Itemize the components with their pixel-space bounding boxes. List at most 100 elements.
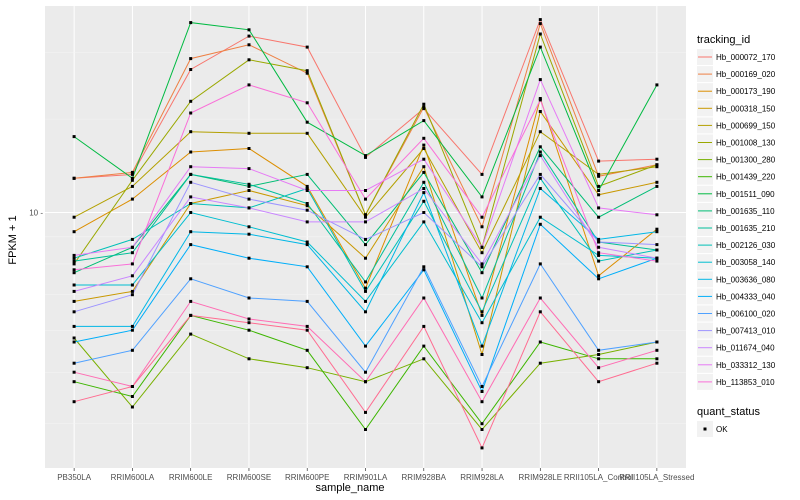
legend-title-quant-status: quant_status (697, 406, 760, 418)
data-point (422, 296, 426, 300)
data-point (305, 45, 309, 49)
data-point (305, 324, 309, 328)
legend-label: OK (716, 425, 728, 434)
data-point (538, 18, 542, 22)
data-point (72, 340, 76, 344)
data-point (422, 344, 426, 348)
data-point (538, 145, 542, 149)
data-point (247, 357, 251, 361)
data-point (305, 265, 309, 269)
data-point (538, 187, 542, 190)
data-point (422, 157, 426, 161)
data-point (130, 283, 134, 287)
data-point (538, 296, 542, 300)
data-point (189, 313, 193, 317)
data-point (189, 130, 193, 134)
data-point (538, 32, 542, 36)
data-point (538, 98, 542, 102)
data-point (247, 131, 251, 135)
legend-label: Hb_001300_280 (716, 156, 776, 165)
data-point (422, 102, 426, 106)
data-point (72, 283, 76, 287)
data-point (538, 78, 542, 82)
data-point (305, 240, 309, 244)
x-tick-label: RRIM600SE (227, 473, 271, 482)
data-point (305, 220, 309, 224)
data-point (72, 262, 76, 266)
data-point (538, 262, 542, 266)
data-point (189, 180, 193, 184)
data-point (597, 274, 601, 278)
data-point (72, 215, 76, 219)
y-axis-title: FPKM + 1 (7, 215, 19, 264)
data-point (422, 220, 426, 224)
data-point (364, 380, 367, 384)
x-axis-ticks: PB350LA RRIM600LA RRIM600LE RRIM600SE RRIM60… (57, 468, 694, 482)
legend-label: Hb_007413_010 (716, 327, 776, 336)
data-point (597, 159, 601, 163)
x-tick-label: RRII105LA_Stressed (619, 473, 694, 482)
data-point (655, 184, 659, 188)
data-point (72, 310, 76, 314)
data-point (364, 154, 367, 158)
data-point (364, 237, 367, 241)
legend-label: Hb_001635_210 (716, 224, 776, 233)
data-point (305, 189, 309, 192)
data-point (189, 57, 193, 61)
data-point (130, 324, 134, 328)
data-point (247, 28, 251, 32)
data-point (655, 348, 659, 352)
data-point (480, 215, 484, 219)
data-point (130, 395, 134, 398)
data-point (597, 253, 601, 257)
legend-label: Hb_001635_110 (716, 207, 775, 216)
x-axis-title: sample_name (315, 482, 384, 494)
data-point (422, 187, 426, 190)
data-point (422, 136, 426, 140)
data-point (364, 189, 367, 192)
legend-label: Hb_002126_030 (716, 241, 776, 250)
data-point (130, 348, 134, 352)
data-point (364, 289, 367, 293)
data-point (305, 69, 309, 73)
legend-label: Hb_006100_020 (716, 310, 776, 319)
data-point (655, 256, 659, 260)
x-tick-label: RRIM600LE (169, 473, 213, 482)
data-point (480, 446, 484, 450)
data-point (422, 357, 426, 361)
data-point (305, 101, 309, 105)
data-point (72, 299, 76, 303)
data-point (597, 259, 601, 263)
shape-legend-items: OK (697, 421, 728, 437)
data-point (422, 165, 426, 169)
legend-title-tracking-id: tracking_id (697, 34, 750, 46)
data-point (305, 366, 309, 370)
data-point (480, 313, 484, 317)
legend-label: Hb_001511_090 (716, 190, 775, 199)
data-point (189, 99, 193, 103)
data-point (364, 197, 367, 201)
data-point (72, 370, 76, 374)
data-point (597, 240, 601, 244)
data-point (189, 21, 193, 25)
data-point (480, 195, 484, 199)
x-tick-label: RRIM600LA (111, 473, 155, 482)
data-point (655, 83, 659, 87)
legend-label: Hb_011674_040 (716, 344, 775, 353)
data-point (305, 187, 309, 190)
data-point (72, 271, 76, 275)
data-point (655, 213, 659, 217)
data-point (480, 262, 484, 266)
legend-label: Hb_001008_130 (716, 139, 776, 148)
data-point (247, 256, 251, 260)
data-point (597, 215, 601, 219)
legend-label: Hb_003636_080 (716, 275, 776, 284)
data-point (305, 120, 309, 124)
y-axis-ticks: 10 - (29, 209, 43, 218)
data-point (364, 155, 367, 159)
legend-label: Hb_033312_130 (716, 361, 776, 370)
data-point (480, 172, 484, 176)
data-point (130, 328, 134, 332)
data-point (422, 211, 426, 214)
data-point (130, 405, 134, 409)
